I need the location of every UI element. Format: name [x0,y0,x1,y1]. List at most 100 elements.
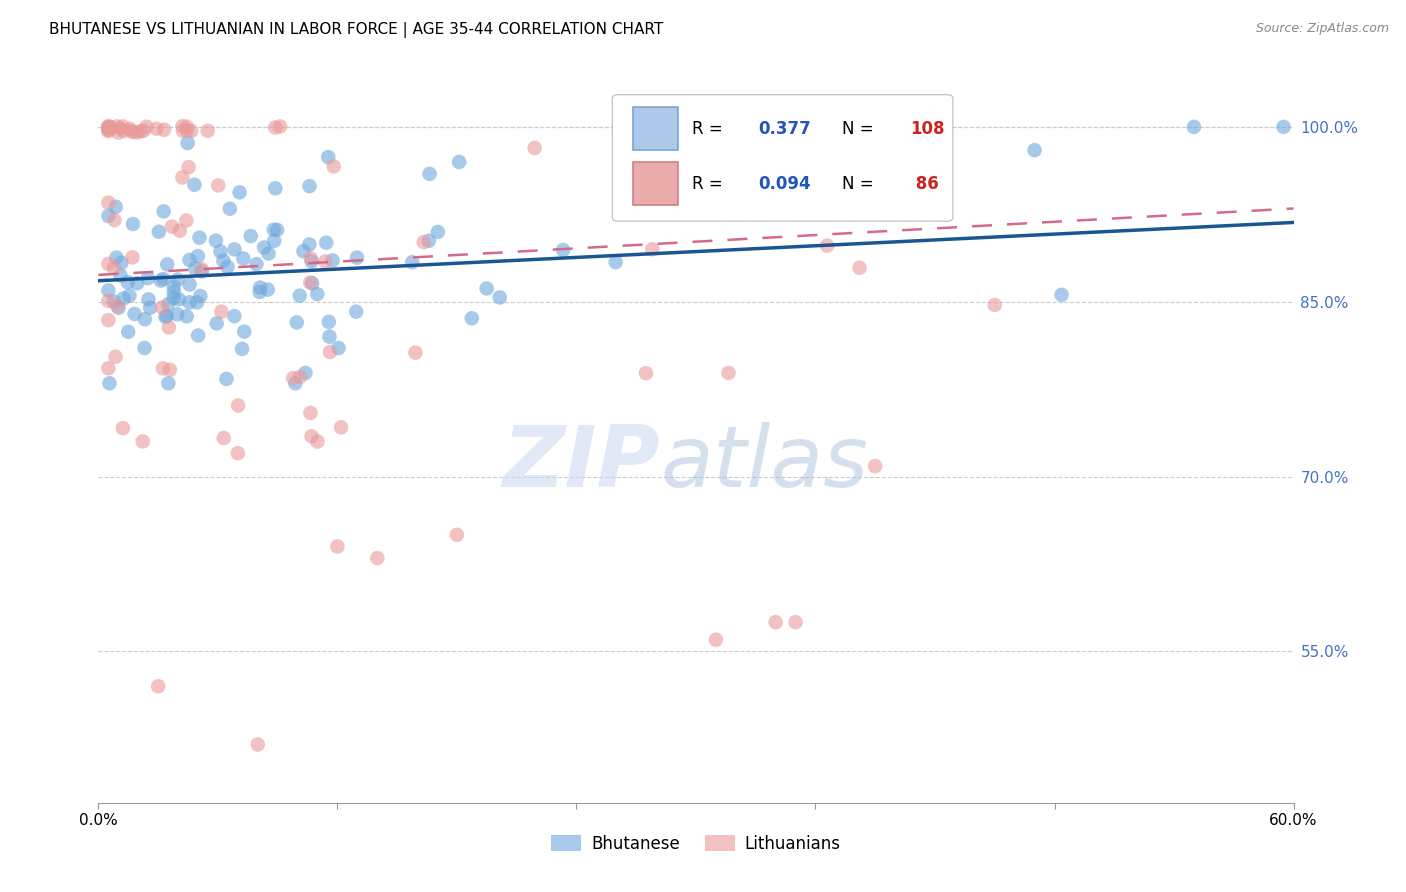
Point [301,429,323,443]
Point [846,120,869,134]
Point [169,224,191,238]
Point [97,120,120,135]
Point [315,235,337,250]
Point [186,295,208,310]
Point [97,361,120,376]
Point [1272,120,1295,134]
Point [152,361,174,376]
Point [153,122,176,136]
Point [187,328,209,343]
Point [145,121,167,136]
Point [122,217,145,231]
Point [301,277,323,291]
Point [179,277,201,292]
Point [190,289,212,303]
Point [118,288,141,302]
Point [266,223,288,237]
Point [157,320,180,334]
Point [796,152,818,166]
Text: R =: R = [692,175,723,193]
Point [139,301,162,315]
Point [103,260,125,275]
Text: BHUTANESE VS LITHUANIAN IN LABOR FORCE | AGE 35-44 CORRELATION CHART: BHUTANESE VS LITHUANIAN IN LABOR FORCE |… [49,22,664,38]
Point [488,290,510,304]
Bar [633,107,678,151]
Point [97,121,120,136]
Point [1024,143,1046,157]
Point [97,313,120,327]
Text: 108: 108 [910,120,945,137]
Point [209,244,232,259]
Point [318,315,340,329]
Point [226,446,249,460]
Point [155,310,177,324]
Point [264,181,287,195]
Point [183,178,205,192]
Point [205,234,228,248]
Point [551,243,574,257]
Point [184,261,207,276]
Point [224,309,246,323]
Point [121,251,143,265]
Point [97,124,120,138]
Point [299,276,322,290]
Point [124,307,146,321]
Point [136,271,159,285]
Point [401,255,423,269]
Point [446,528,468,542]
Point [281,371,304,385]
Point [307,434,329,449]
Point [138,293,160,307]
Point [1182,120,1205,134]
Point [97,284,120,298]
Point [176,310,198,324]
Point [249,280,271,294]
Point [209,304,232,318]
Point [765,615,787,630]
Point [191,262,214,277]
Point [298,179,321,194]
Point [846,172,869,186]
Point [307,287,329,301]
Point [105,251,128,265]
Point [863,459,886,474]
Text: 0.377: 0.377 [758,120,811,137]
Point [148,225,170,239]
Point [232,252,254,266]
Point [176,120,198,134]
Point [156,257,179,271]
Point [100,120,122,134]
Point [117,325,139,339]
Point [298,237,321,252]
Point [197,124,219,138]
Legend: Bhutanese, Lithuanians: Bhutanese, Lithuanians [544,828,848,860]
Point [117,275,139,289]
Point [167,293,190,307]
Point [263,234,285,248]
Text: atlas: atlas [661,422,868,505]
Point [314,254,336,268]
Point [188,230,211,244]
Point [191,264,214,278]
Point [163,291,186,305]
Point [299,406,322,420]
Point [263,222,285,236]
Point [172,119,194,133]
Point [231,342,253,356]
Point [180,124,202,138]
Point [346,251,368,265]
Point [160,219,183,234]
Point [269,120,291,134]
Point [156,309,179,323]
Point [97,209,120,223]
Point [172,170,194,185]
Point [330,420,353,434]
Point [176,136,198,150]
Point [205,317,228,331]
Point [257,246,280,260]
Point [107,126,129,140]
Text: R =: R = [692,120,723,137]
FancyBboxPatch shape [613,95,953,221]
Point [97,195,120,210]
Point [704,632,727,647]
